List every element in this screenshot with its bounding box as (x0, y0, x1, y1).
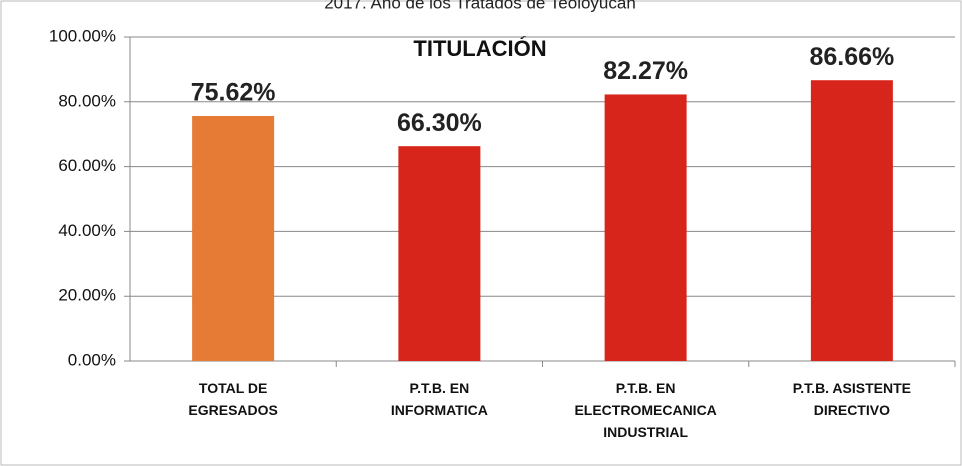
value-label: 82.27% (603, 57, 688, 85)
y-tick-label: 20.00% (58, 286, 116, 305)
x-tick-label: P.T.B. EN INFORMATICA (390, 380, 488, 418)
bar (810, 80, 893, 361)
x-tick-label: P.T.B. EN ELECTROMECANICA INDUSTRIAL (574, 380, 717, 440)
bar (604, 94, 687, 362)
y-tick-label: 0.00% (68, 350, 116, 369)
x-tick-label: TOTAL DE EGRESADOS (188, 380, 278, 418)
value-label: 75.62% (191, 79, 276, 107)
y-tick-label: 60.00% (58, 156, 116, 175)
value-label: 66.30% (397, 109, 482, 137)
y-tick-label: 80.00% (58, 91, 116, 110)
chart-title: TITULACIÓN (413, 36, 546, 61)
y-tick-label: 40.00% (58, 221, 116, 240)
x-tick-label: P.T.B. ASISTENTE DIRECTIVO (792, 380, 911, 418)
bar (192, 115, 275, 361)
value-label: 86.66% (809, 43, 894, 71)
y-tick-label: 100.00% (49, 26, 116, 45)
chart-supertitle: 2017. Año de los Tratados de Teoloyucan (324, 0, 636, 12)
bar (398, 146, 481, 361)
